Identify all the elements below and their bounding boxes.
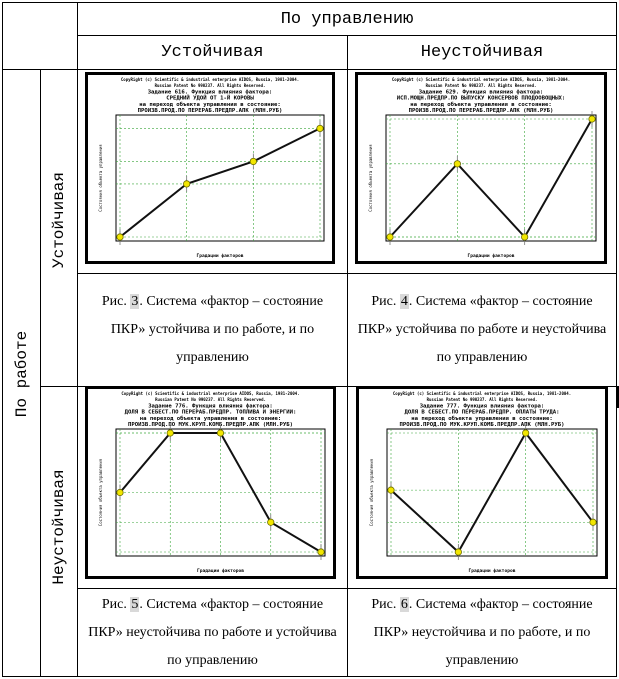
plot-x-label: Градации факторов xyxy=(197,567,244,574)
header-management: По управлению xyxy=(77,2,617,36)
plot-header-line: ПРОИЗВ.ПРОД.ПО ПЕРЕРАБ.ПРЕДПР.АПК (МЛН.Р… xyxy=(409,108,554,114)
plot-screenshot-2: CopyRight (c) Scientific & industrial en… xyxy=(355,72,607,264)
plot-series-line xyxy=(389,118,593,239)
caption-cell-1: Рис. 3. Система «фактор – состояние ПКР»… xyxy=(77,273,348,387)
plot-header-line: на переход объекта управления в состояни… xyxy=(139,101,280,108)
figure-caption-3: Рис. 3. Система «фактор – состояние ПКР»… xyxy=(101,294,324,365)
plot-point xyxy=(183,180,191,188)
plot-point xyxy=(216,429,225,437)
row-header-work: По работе xyxy=(2,69,41,677)
plot-header-line: CopyRight (c) Scientific & industrial en… xyxy=(121,77,299,82)
plot-point xyxy=(387,486,395,494)
figure-caption-6: Рис. 6. Система «фактор – состояние ПКР»… xyxy=(371,596,593,668)
plot-point xyxy=(116,233,124,241)
plot-point xyxy=(454,548,462,556)
plot-series-line xyxy=(390,431,594,554)
caption-cell-4: Рис. 6. Система «фактор – состояние ПКР»… xyxy=(347,588,617,677)
plot-point xyxy=(317,548,325,556)
figure-caption-4: Рис. 4. Система «фактор – состояние ПКР»… xyxy=(357,294,607,365)
plot-header-line: ПРОИЗВ.ПРОД.ПО МУК.КРУП.КОМБ.ПРЕДПР.АПК … xyxy=(128,422,293,428)
plot-svg-2: CopyRight (c) Scientific & industrial en… xyxy=(368,77,597,259)
plot-point xyxy=(316,124,324,133)
plot-point xyxy=(267,518,275,526)
plot-series-line xyxy=(119,127,321,238)
caption-cell-2: Рис. 4. Система «фактор – состояние ПКР»… xyxy=(347,273,617,387)
plot-header-line: на переход объекта управления в состояни… xyxy=(410,101,551,108)
plot-header-line: СРЕДНИЙ УДОЙ ОТ 1-Й КОРОВЫ xyxy=(166,94,254,102)
plot-header-line: ИСП.МОЩН.ПРЕДПР.ПО ВЫПУСКУ КОНСЕРВОВ ПЛО… xyxy=(397,96,565,102)
plot-frame xyxy=(385,114,597,242)
plot-point xyxy=(116,488,124,497)
plot-point xyxy=(249,157,257,166)
plot-y-label: Состояния объекта управления xyxy=(98,144,103,211)
plot-header-line: CopyRight (c) Scientific & industrial en… xyxy=(121,391,299,396)
plot-header-line: CopyRight (c) Scientific & industrial en… xyxy=(392,77,570,82)
plot-screenshot-3: CopyRight (c) Scientific & industrial en… xyxy=(85,386,336,579)
plot-x-label: Градации факторов xyxy=(196,252,243,259)
caption-cell-3: Рис. 5. Система «фактор – состояние ПКР»… xyxy=(77,588,348,677)
header-unstable: Неустойчивая xyxy=(347,35,617,70)
plot-header-line: CopyRight (c) Scientific & industrial en… xyxy=(393,391,571,396)
plot-header-line: Russian Patent No 990237. All Rights Res… xyxy=(427,397,538,402)
plot-point xyxy=(589,518,597,526)
plot-header-line: Russian Patent No 990237. All Rights Res… xyxy=(155,83,266,88)
plot-header-line: ДОЛЯ В СЕБЕСТ.ПО ПЕРЕРАБ.ПРЕДПР. ОПЛАТЫ … xyxy=(405,410,560,416)
row-label-unstable: Неустойчивая xyxy=(50,469,68,585)
plot-header-line: Задание 616. Функция влияния фактора: xyxy=(148,88,273,95)
row-header-unstable: Неустойчивая xyxy=(40,386,78,677)
plot-point xyxy=(453,160,461,168)
plot-screenshot-4: CopyRight (c) Scientific & industrial en… xyxy=(356,386,608,579)
plot-header-line: ДОЛЯ В СЕБЕСТ.ПО ПЕРЕРАБ.ПРЕДПР. ТОПЛИВА… xyxy=(125,410,297,416)
plot-header-line: ПРОИЗВ.ПРОД.ПО ПЕРЕРАБ.ПРЕДПР.АПК (МЛН.Р… xyxy=(138,108,283,114)
plot-header-line: Задание 776. Функция влияния фактора: xyxy=(148,402,273,409)
plot-header-line: на переход объекта управления в состояни… xyxy=(411,415,552,422)
plot-header-line: на переход объекта управления в состояни… xyxy=(140,415,281,422)
plot-point xyxy=(166,429,174,437)
plot-screenshot-1: CopyRight (c) Scientific & industrial en… xyxy=(85,72,335,264)
plot-header-line: Russian Patent No 990237. All Rights Res… xyxy=(155,397,266,402)
plot-point xyxy=(588,115,596,123)
row-label-work: По работе xyxy=(13,330,31,418)
plot-svg-3: CopyRight (c) Scientific & industrial en… xyxy=(98,391,326,574)
plot-y-label: Состояния объекта управления xyxy=(369,459,374,526)
plot-y-label: Состояния объекта управления xyxy=(368,144,373,211)
row-label-stable: Устойчивая xyxy=(50,171,68,269)
plot-point xyxy=(522,429,530,437)
plot-header-line: Russian Patent No 990237. All Rights Res… xyxy=(426,83,537,88)
plot-frame xyxy=(386,428,598,557)
plot-svg-1: CopyRight (c) Scientific & industrial en… xyxy=(98,77,325,259)
plot-header-line: ПРОИЗВ.ПРОД.ПО МУК.КРУП.КОМБ.ПРЕДПР.АПК … xyxy=(399,422,564,428)
corner-cell xyxy=(2,2,78,70)
plot-svg-4: CopyRight (c) Scientific & industrial en… xyxy=(369,391,598,574)
plot-point xyxy=(386,233,394,241)
plot-header-line: Задание 629. Функция влияния фактора: xyxy=(419,88,544,95)
plot-header-line: Задание 777. Функция влияния фактора: xyxy=(420,402,545,409)
header-stable: Устойчивая xyxy=(77,35,348,70)
figure-caption-5: Рис. 5. Система «фактор – состояние ПКР»… xyxy=(88,596,337,668)
row-header-stable: Устойчивая xyxy=(40,69,78,387)
plot-y-label: Состояния объекта управления xyxy=(98,459,103,526)
plot-x-label: Градации факторов xyxy=(467,252,514,259)
margin-mark xyxy=(616,386,619,408)
plot-frame xyxy=(115,114,325,242)
plot-x-label: Градации факторов xyxy=(468,567,515,574)
plot-point xyxy=(521,233,529,241)
